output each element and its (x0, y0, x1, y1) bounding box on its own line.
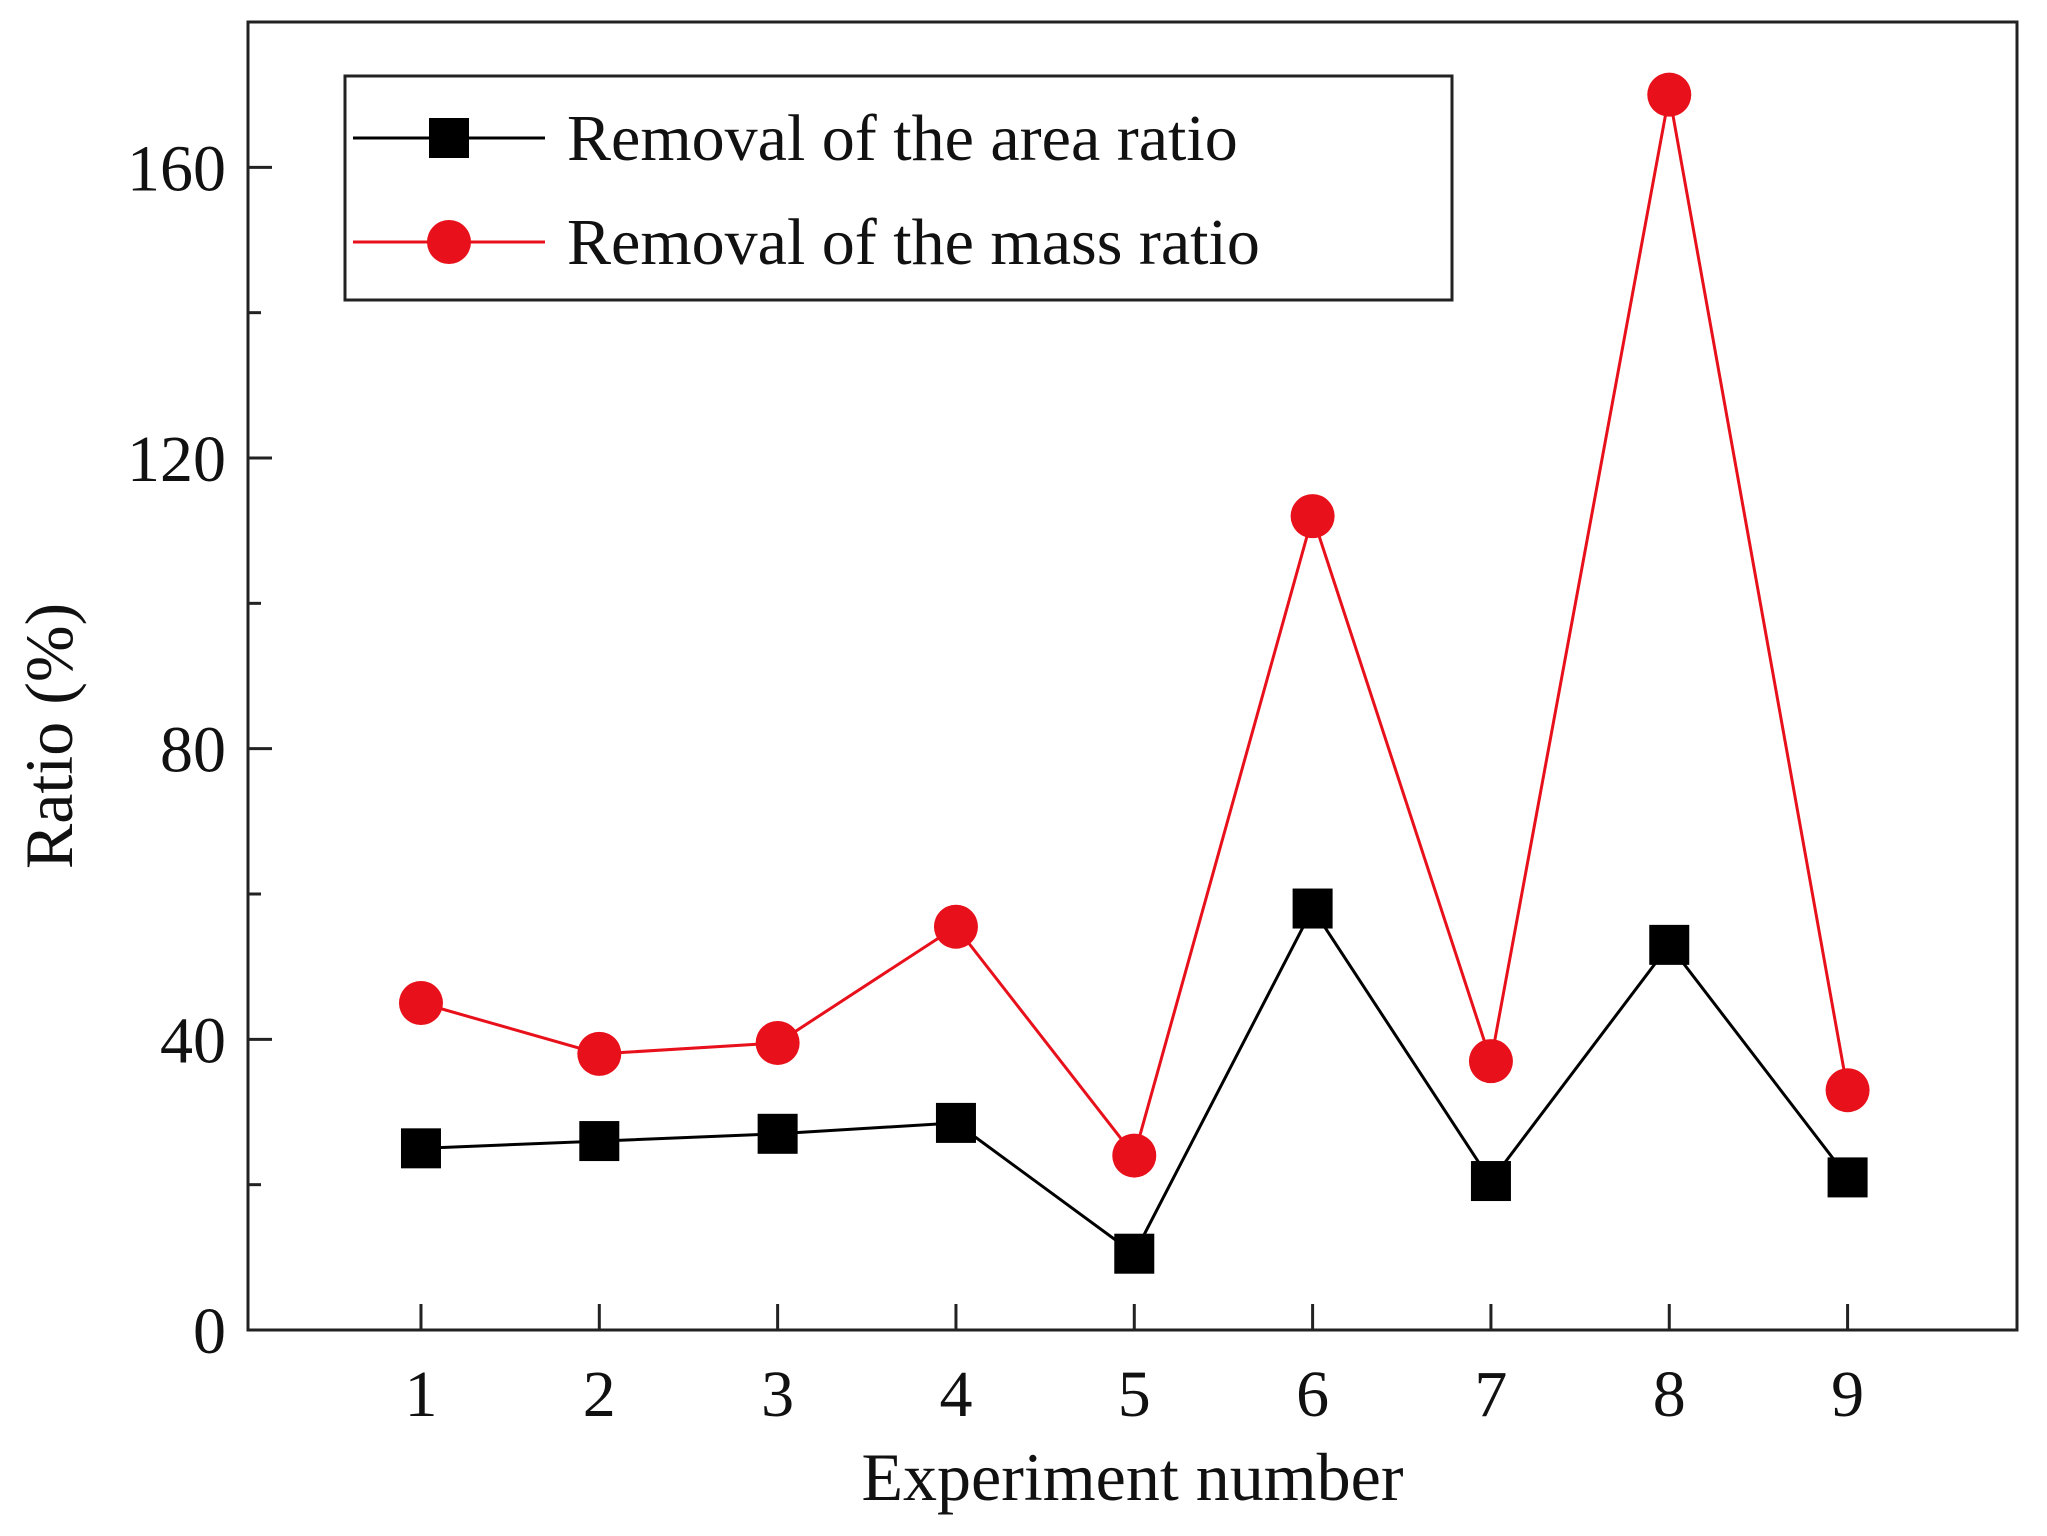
x-tick-label: 3 (761, 1358, 794, 1431)
x-tick-label: 7 (1474, 1358, 1507, 1431)
data-point-mass-ratio (755, 1020, 800, 1065)
legend-box (343, 74, 1454, 302)
legend: Removal of the area ratio Removal of the … (343, 74, 1454, 302)
data-point-mass-ratio (1290, 494, 1335, 539)
legend-label: Removal of the area ratio (567, 102, 1238, 175)
data-point-area-ratio (400, 1128, 441, 1169)
x-tick-label: 6 (1296, 1358, 1329, 1431)
x-tick-label: 2 (583, 1358, 616, 1431)
y-tick-label: 80 (160, 714, 226, 787)
legend-circle-marker (427, 220, 471, 264)
data-point-area-ratio (1827, 1157, 1868, 1198)
legend-entries: Removal of the area ratio Removal of the … (353, 102, 1260, 279)
data-point-mass-ratio (398, 981, 443, 1025)
x-tick-label: 9 (1831, 1358, 1864, 1431)
x-tick-label: 8 (1653, 1358, 1686, 1431)
data-point-mass-ratio (1825, 1068, 1870, 1113)
x-tick-label: 1 (404, 1358, 437, 1431)
data-point-area-ratio (1114, 1233, 1155, 1274)
data-point-mass-ratio (577, 1031, 622, 1076)
data-point-area-ratio (579, 1121, 620, 1162)
series-markers (398, 72, 1870, 1274)
data-point-mass-ratio (1647, 72, 1692, 117)
data-point-area-ratio (1292, 888, 1333, 929)
y-tick-label: 120 (127, 423, 226, 496)
y-axis-title: Ratio (%) (11, 603, 87, 869)
tick-labels: 1 2 3 4 5 6 7 8 9 0 40 80 120 160 (127, 132, 1864, 1431)
axis-ticks (248, 165, 1850, 1332)
data-point-area-ratio (1649, 924, 1690, 965)
y-tick-label: 160 (127, 132, 226, 205)
legend-label: Removal of the mass ratio (567, 206, 1260, 279)
x-tick-label: 4 (939, 1358, 972, 1431)
data-point-mass-ratio (933, 904, 978, 949)
data-point-area-ratio (757, 1113, 798, 1154)
y-tick-label: 40 (160, 1004, 226, 1077)
y-tick-label: 0 (193, 1295, 226, 1368)
data-point-mass-ratio (1468, 1039, 1513, 1084)
x-axis-title: Experiment number (862, 1439, 1404, 1515)
data-point-mass-ratio (1112, 1133, 1157, 1178)
x-tick-label: 5 (1118, 1358, 1151, 1431)
plot-frame (246, 20, 2019, 1332)
legend-square-marker (429, 118, 469, 158)
data-point-area-ratio (1470, 1161, 1511, 1202)
data-point-area-ratio (935, 1102, 976, 1143)
